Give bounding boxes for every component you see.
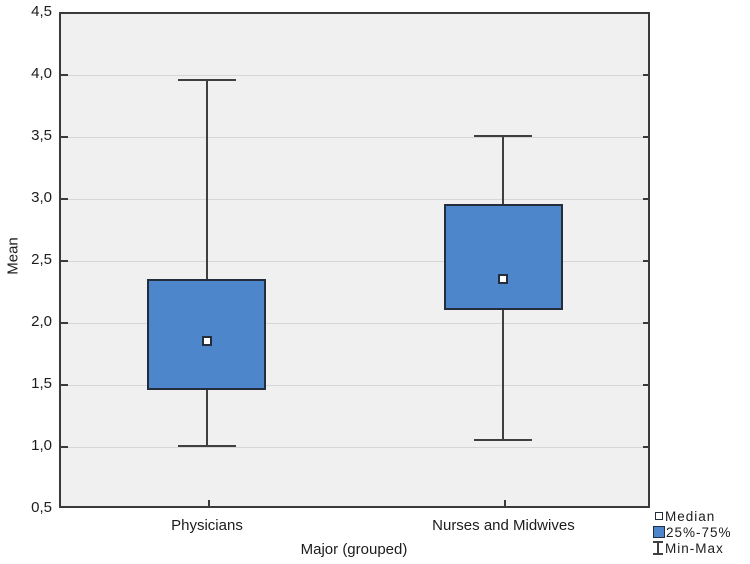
max-whisker-cap (177, 79, 236, 82)
y-tick-right (643, 446, 648, 448)
legend-label-minmax: Min-Max (665, 540, 724, 556)
iqr-box (443, 204, 563, 310)
y-tick-label: 3,5 (31, 127, 52, 144)
y-tick-right (643, 74, 648, 76)
iqr-box (147, 278, 267, 391)
gridline (61, 75, 648, 76)
iqr-box-icon (653, 526, 665, 538)
x-tick (207, 500, 210, 506)
x-axis-title: Major (grouped) (300, 541, 408, 558)
gridline (61, 199, 648, 200)
y-tick-label: 4,5 (31, 3, 52, 20)
y-tick-left (61, 136, 68, 138)
y-tick-label: 4,0 (31, 65, 52, 82)
gridline (61, 447, 648, 448)
gridline (61, 137, 648, 138)
min-whisker-cap (177, 445, 236, 447)
y-tick-label: 3,0 (31, 189, 52, 206)
y-tick-left (61, 198, 68, 200)
y-tick-right (643, 136, 648, 138)
y-tick-label: 1,0 (31, 437, 52, 454)
legend-item-minmax: Min-Max (653, 540, 750, 556)
legend-item-median: Median (653, 508, 750, 524)
legend-label-median: Median (665, 508, 716, 524)
y-tick-label: 2,5 (31, 251, 52, 268)
x-category-label: Nurses and Midwives (432, 517, 575, 534)
max-whisker-cap (474, 135, 533, 137)
gridline (61, 323, 648, 324)
y-tick-right (643, 322, 648, 324)
y-tick-label: 0,5 (31, 499, 52, 516)
median-marker (201, 335, 212, 346)
gridline (61, 261, 648, 262)
y-tick-left (61, 446, 68, 448)
min-whisker-cap (474, 438, 533, 441)
y-tick-left (61, 74, 68, 76)
legend-label-iqr: 25%-75% (666, 524, 732, 540)
median-marker (498, 273, 509, 284)
x-category-label: Physicians (171, 517, 243, 534)
y-tick-left (61, 322, 68, 324)
whisker-line (205, 80, 208, 446)
legend: Median 25%-75% Min-Max (653, 508, 750, 556)
legend-item-iqr: 25%-75% (653, 524, 750, 540)
y-tick-label: 1,5 (31, 375, 52, 392)
median-marker-icon (655, 512, 663, 520)
y-tick-right (643, 260, 648, 262)
y-tick-right (643, 384, 648, 386)
y-tick-left (61, 260, 68, 262)
y-tick-label: 2,0 (31, 313, 52, 330)
y-tick-left (61, 384, 68, 386)
x-tick (504, 500, 507, 506)
y-tick-right (643, 198, 648, 200)
gridline (61, 385, 648, 386)
minmax-whisker-icon (653, 541, 664, 555)
